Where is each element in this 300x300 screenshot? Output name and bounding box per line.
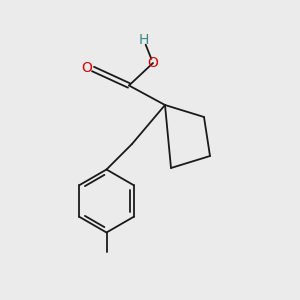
Text: H: H xyxy=(139,34,149,47)
Text: O: O xyxy=(148,56,158,70)
Text: O: O xyxy=(81,61,92,74)
